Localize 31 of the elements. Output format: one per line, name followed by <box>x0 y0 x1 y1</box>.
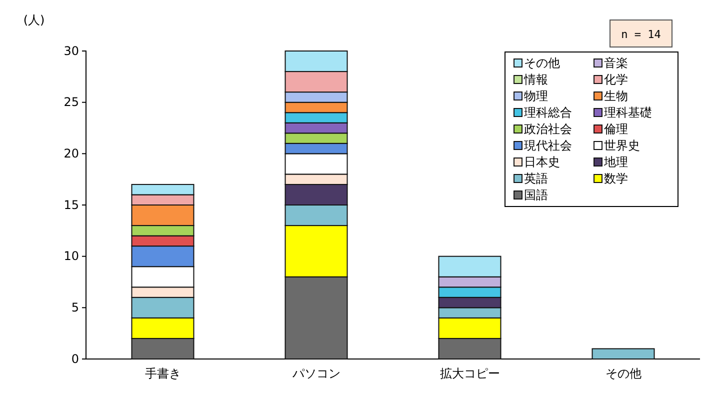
legend-label: 日本史 <box>524 155 560 169</box>
legend-label: 物理 <box>524 89 548 103</box>
y-axis-title: (人) <box>23 13 45 27</box>
legend-label: 世界史 <box>604 138 640 152</box>
legend-label: 理科総合 <box>524 106 572 120</box>
y-tick-label: 5 <box>71 300 79 315</box>
y-tick-label: 10 <box>64 249 79 264</box>
y-tick-label: 0 <box>71 352 79 366</box>
legend-label: 理科基礎 <box>604 106 652 120</box>
x-tick-label: パソコン <box>291 366 340 381</box>
text: n = 14 <box>621 28 662 41</box>
legend-label: 数学 <box>604 172 628 186</box>
x-tick-label: その他 <box>605 366 642 381</box>
y-tick-label: 30 <box>64 44 79 58</box>
legend-label: 化学 <box>604 72 628 86</box>
legend-label: 倫理 <box>603 122 628 136</box>
legend-label: 生物 <box>604 89 628 103</box>
legend-label: 政治社会 <box>524 122 572 136</box>
y-tick-label: 20 <box>64 146 79 161</box>
legend-label: 英語 <box>524 172 548 186</box>
legend-label: 地理 <box>603 155 628 169</box>
legend-label: 現代社会 <box>524 138 572 152</box>
legend-label: 情報 <box>523 72 548 86</box>
legend-label: 音楽 <box>604 56 628 70</box>
legend-label: 国語 <box>524 188 548 202</box>
x-tick-label: 手書き <box>144 366 181 381</box>
y-tick-label: 15 <box>64 198 79 212</box>
legend-label: その他 <box>524 56 560 70</box>
y-tick-label: 25 <box>64 95 79 110</box>
x-tick-label: 拡大コピー <box>440 366 500 381</box>
bar <box>592 348 655 360</box>
